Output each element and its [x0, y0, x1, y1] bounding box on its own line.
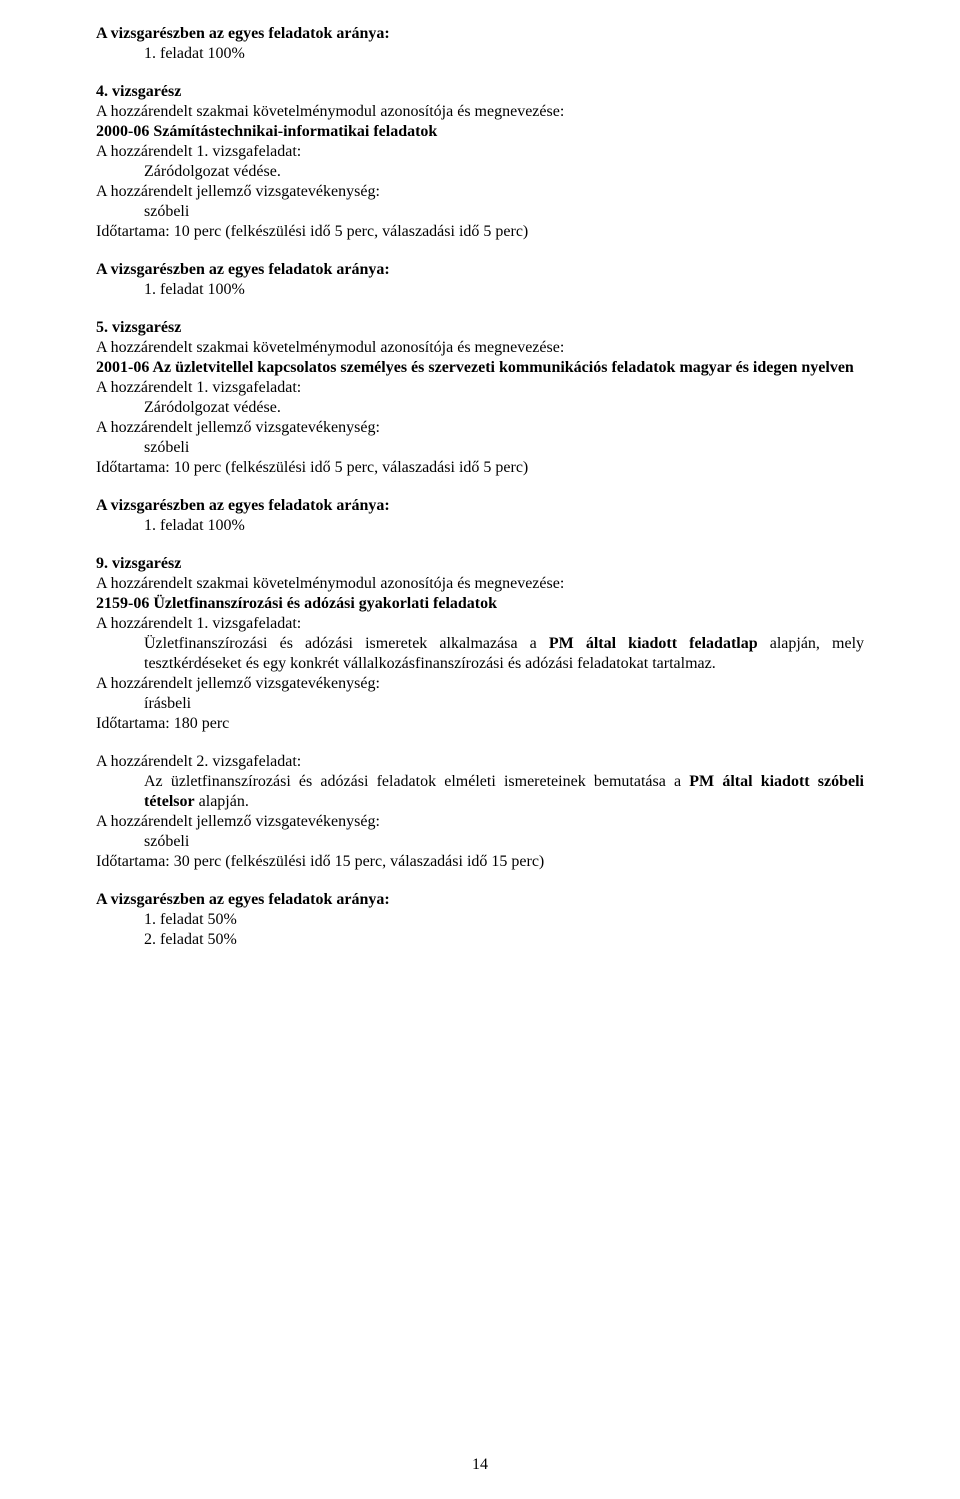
ratio-line: 1. feladat 100%: [96, 280, 864, 300]
text-line: A hozzárendelt 1. vizsgafeladat:: [96, 378, 864, 398]
ratio-heading: A vizsgarészben az egyes feladatok arány…: [96, 890, 864, 910]
text-line: A hozzárendelt jellemző vizsgatevékenysé…: [96, 418, 864, 438]
text-line: Időtartama: 30 perc (felkészülési idő 15…: [96, 852, 864, 872]
text-line: A hozzárendelt jellemző vizsgatevékenysé…: [96, 674, 864, 694]
ratio-line: 1. feladat 100%: [96, 44, 864, 64]
document-page: A vizsgarészben az egyes feladatok arány…: [0, 0, 960, 1499]
task-description: Üzletfinanszírozási és adózási ismeretek…: [96, 634, 864, 674]
module-line: 2000-06 Számítástechnikai-informatikai f…: [96, 122, 864, 142]
text-line: Időtartama: 180 perc: [96, 714, 864, 734]
text-line: A hozzárendelt 1. vizsgafeladat:: [96, 614, 864, 634]
section-9: 9. vizsgarész A hozzárendelt szakmai köv…: [96, 554, 864, 734]
text-line: A hozzárendelt szakmai követelménymodul …: [96, 102, 864, 122]
section-9-ratio: A vizsgarészben az egyes feladatok arány…: [96, 890, 864, 950]
ratio-heading: A vizsgarészben az egyes feladatok arány…: [96, 260, 864, 280]
text-line: Záródolgozat védése.: [96, 162, 864, 182]
section-4-ratio: A vizsgarészben az egyes feladatok arány…: [96, 260, 864, 300]
text-line: A hozzárendelt jellemző vizsgatevékenysé…: [96, 812, 864, 832]
text-span: Üzletfinanszírozási és adózási ismeretek…: [144, 635, 549, 652]
ratio-line: 1. feladat 50%: [96, 910, 864, 930]
text-line: Időtartama: 10 perc (felkészülési idő 5 …: [96, 458, 864, 478]
text-line: szóbeli: [96, 438, 864, 458]
section-5: 5. vizsgarész A hozzárendelt szakmai köv…: [96, 318, 864, 478]
module-line: 2159-06 Üzletfinanszírozási és adózási g…: [96, 594, 864, 614]
text-line: Időtartama: 10 perc (felkészülési idő 5 …: [96, 222, 864, 242]
ratio-line: 1. feladat 100%: [96, 516, 864, 536]
text-line: A hozzárendelt jellemző vizsgatevékenysé…: [96, 182, 864, 202]
page-number: 14: [0, 1455, 960, 1475]
text-line: szóbeli: [96, 202, 864, 222]
section-intro-ratio: A vizsgarészben az egyes feladatok arány…: [96, 24, 864, 64]
text-line: A hozzárendelt szakmai követelménymodul …: [96, 574, 864, 594]
text-span-bold: PM által kiadott feladatlap: [549, 635, 758, 652]
section-title: 9. vizsgarész: [96, 554, 864, 574]
ratio-line: 2. feladat 50%: [96, 930, 864, 950]
section-title: 4. vizsgarész: [96, 82, 864, 102]
ratio-heading: A vizsgarészben az egyes feladatok arány…: [96, 24, 864, 44]
section-4: 4. vizsgarész A hozzárendelt szakmai köv…: [96, 82, 864, 242]
section-title: 5. vizsgarész: [96, 318, 864, 338]
text-line: Záródolgozat védése.: [96, 398, 864, 418]
text-line: A hozzárendelt szakmai követelménymodul …: [96, 338, 864, 358]
text-line: A hozzárendelt 2. vizsgafeladat:: [96, 752, 864, 772]
section-9-task2: A hozzárendelt 2. vizsgafeladat: Az üzle…: [96, 752, 864, 872]
section-5-ratio: A vizsgarészben az egyes feladatok arány…: [96, 496, 864, 536]
task-description: Az üzletfinanszírozási és adózási felada…: [96, 772, 864, 812]
text-span: Az üzletfinanszírozási és adózási felada…: [144, 773, 689, 790]
text-span: alapján.: [195, 793, 249, 810]
text-line: szóbeli: [96, 832, 864, 852]
text-line: írásbeli: [96, 694, 864, 714]
ratio-heading: A vizsgarészben az egyes feladatok arány…: [96, 496, 864, 516]
module-line: 2001-06 Az üzletvitellel kapcsolatos sze…: [96, 358, 864, 378]
text-line: A hozzárendelt 1. vizsgafeladat:: [96, 142, 864, 162]
